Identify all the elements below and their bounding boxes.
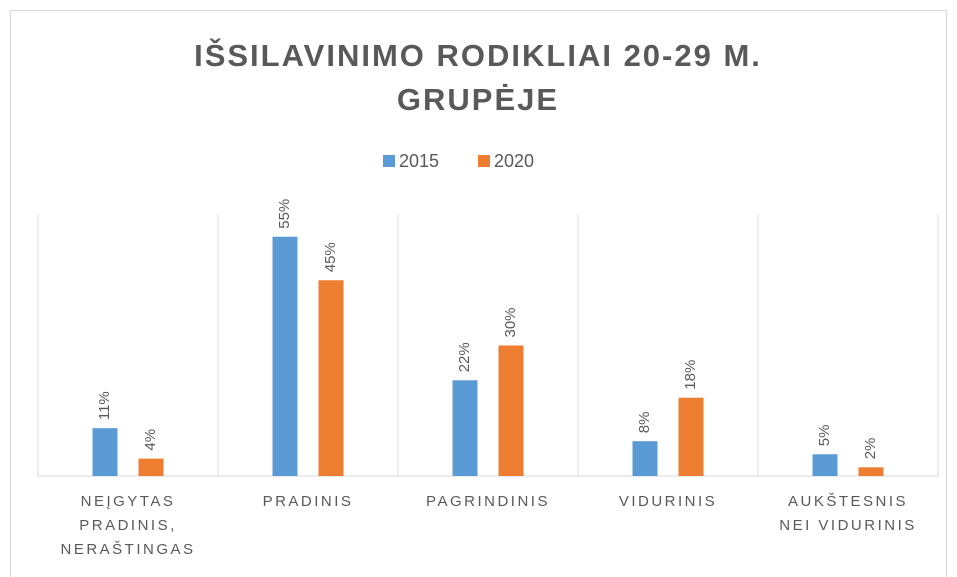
data-label: 22% xyxy=(456,342,473,372)
legend-label: 2020 xyxy=(494,151,534,171)
legend-swatch xyxy=(383,155,395,167)
x-tick-label: VIDURINIS xyxy=(619,493,717,510)
x-tick-label: AUKŠTESNIS NEI VIDURINIS xyxy=(779,493,917,534)
bar xyxy=(318,280,344,476)
bar xyxy=(632,441,658,476)
data-label: 55% xyxy=(276,199,293,229)
bar xyxy=(92,428,118,476)
data-label: 45% xyxy=(322,242,339,272)
data-label: 11% xyxy=(96,391,113,420)
legend-label: 2015 xyxy=(399,151,439,171)
bar xyxy=(272,236,298,476)
bar xyxy=(498,345,524,476)
bar xyxy=(138,458,164,476)
x-tick-label: PAGRINDINIS xyxy=(426,493,550,510)
x-tick-label: PRADINIS xyxy=(263,493,354,510)
legend-swatch xyxy=(478,155,490,167)
bar xyxy=(812,454,838,476)
bar xyxy=(452,380,478,476)
data-label: 30% xyxy=(502,307,519,337)
x-tick-label: NEĮGYTAS PRADINIS, NERAŠTINGAS xyxy=(60,493,195,558)
bar xyxy=(858,467,884,476)
bar xyxy=(678,397,704,476)
chart-frame xyxy=(10,10,947,577)
data-label: 5% xyxy=(816,425,833,447)
data-label: 8% xyxy=(636,412,653,434)
data-label: 2% xyxy=(862,438,879,460)
chart-title: IŠSILAVINIMO RODIKLIAI 20-29 M. GRUPĖJE xyxy=(194,37,762,117)
data-label: 4% xyxy=(142,429,159,451)
data-label: 18% xyxy=(682,360,699,390)
